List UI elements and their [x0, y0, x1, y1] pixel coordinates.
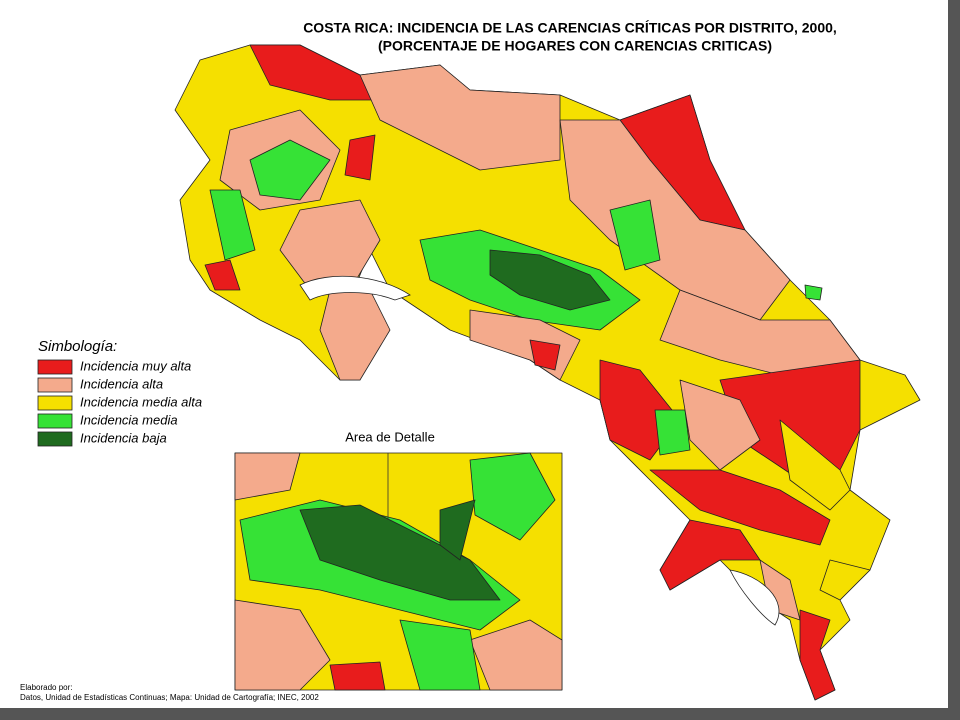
- district-region: [679, 379, 761, 471]
- legend-label: Incidencia baja: [80, 430, 167, 445]
- district-region: [804, 284, 823, 301]
- inset-region: [329, 661, 386, 691]
- frame-bottom: [0, 708, 960, 720]
- legend-swatch: [37, 359, 73, 375]
- district-region: [209, 189, 256, 261]
- legend-label: Incidencia muy alta: [80, 358, 191, 373]
- frame-right: [948, 0, 960, 720]
- legend-swatch: [37, 377, 73, 393]
- credits-line2: Datos, Unidad de Estadísticas Continuas;…: [20, 693, 319, 702]
- inset-region: [399, 619, 481, 691]
- district-region: [799, 609, 836, 701]
- legend-swatch: [37, 413, 73, 429]
- legend-label: Incidencia alta: [80, 376, 163, 391]
- district-region: [609, 199, 661, 271]
- district-region: [529, 339, 561, 371]
- district-region: [359, 64, 561, 171]
- legend: Incidencia muy alta Incidencia alta Incide…: [37, 358, 202, 447]
- district-region: [489, 249, 611, 311]
- title-line2: (PORCENTAJE DE HOGARES CON CARENCIAS CRI…: [378, 38, 772, 54]
- inset-region: [234, 452, 301, 501]
- district-region: [659, 519, 761, 591]
- inset-region: [299, 504, 501, 601]
- gulf-nicoya: [299, 275, 411, 301]
- legend-swatch: [37, 431, 73, 447]
- district-region: [204, 259, 241, 291]
- credits-line1: Elaborado por:: [20, 683, 72, 692]
- inset-region: [234, 599, 331, 691]
- inset-region: [469, 452, 556, 541]
- title-line1: COSTA RICA: INCIDENCIA DE LAS CARENCIAS …: [303, 20, 837, 36]
- inset-region: [439, 499, 476, 561]
- legend-label: Incidencia media alta: [80, 394, 202, 409]
- inset-region: [469, 619, 563, 691]
- legend-label: Incidencia media: [80, 412, 178, 427]
- inset-title: Area de Detalle: [345, 429, 435, 444]
- country-map: [174, 44, 921, 701]
- district-region: [779, 419, 851, 511]
- legend-swatch: [37, 395, 73, 411]
- district-region: [819, 559, 871, 601]
- inset-map: [234, 452, 563, 691]
- district-region: [249, 139, 331, 201]
- golfo-dulce: [729, 569, 780, 626]
- district-region: [654, 409, 691, 456]
- legend-title: Simbología:: [38, 338, 117, 355]
- district-region: [559, 119, 791, 321]
- district-region: [649, 469, 831, 546]
- district-region: [344, 134, 376, 181]
